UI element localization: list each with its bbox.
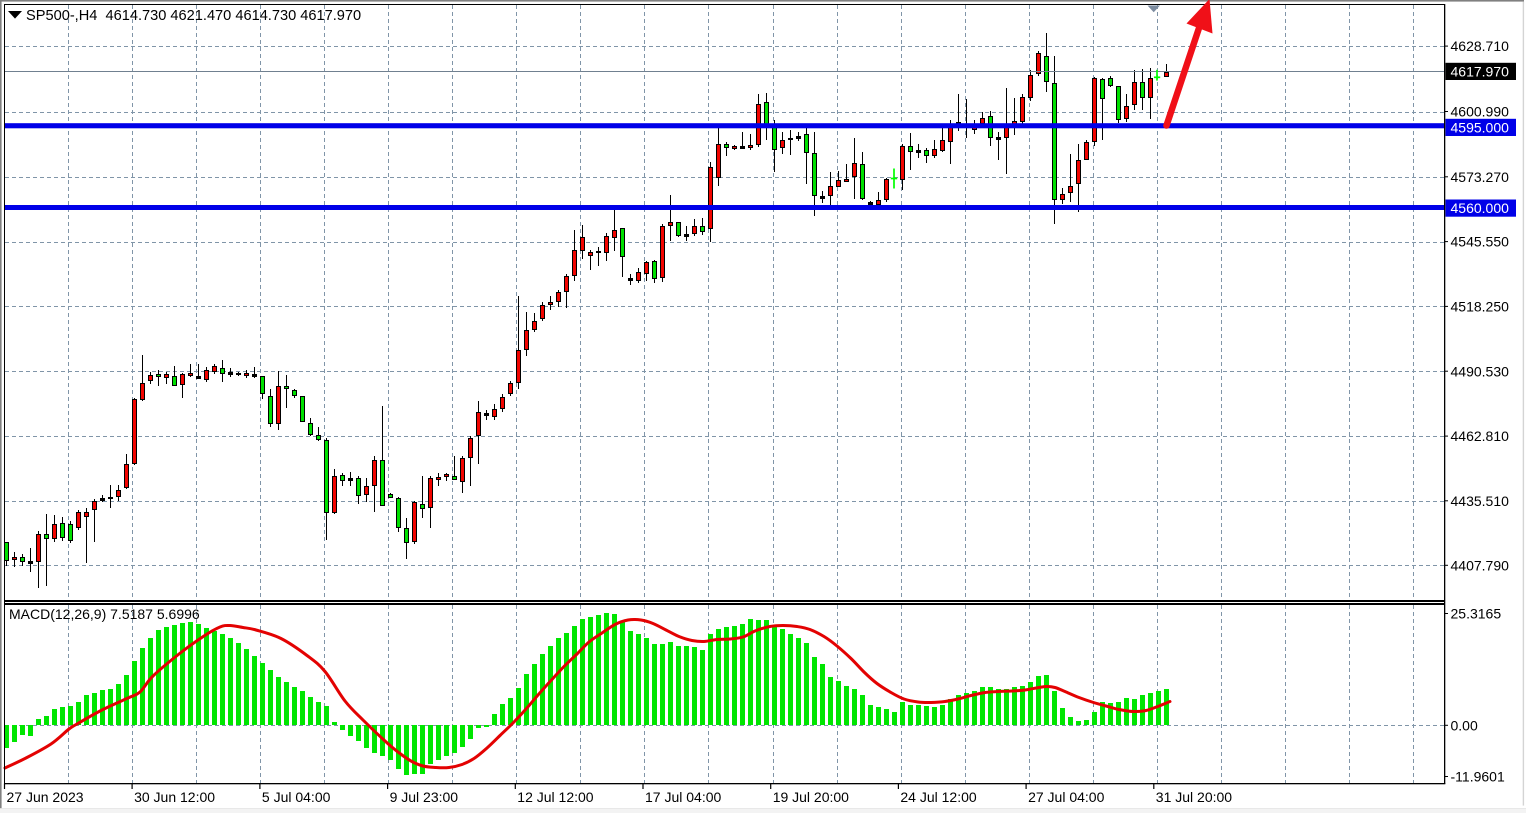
svg-text:19 Jul 20:00: 19 Jul 20:00 xyxy=(773,789,849,805)
svg-text:31 Jul 20:00: 31 Jul 20:00 xyxy=(1156,789,1232,805)
svg-text:4617.970: 4617.970 xyxy=(1451,63,1510,79)
svg-text:25.3165: 25.3165 xyxy=(1451,606,1502,622)
svg-text:4518.250: 4518.250 xyxy=(1451,299,1510,315)
svg-text:MACD(12,26,9) 7.5187 5.6996: MACD(12,26,9) 7.5187 5.6996 xyxy=(9,606,200,622)
svg-text:4600.990: 4600.990 xyxy=(1451,104,1510,120)
svg-text:4435.510: 4435.510 xyxy=(1451,493,1510,509)
svg-text:12 Jul 12:00: 12 Jul 12:00 xyxy=(517,789,593,805)
svg-text:27 Jun 2023: 27 Jun 2023 xyxy=(7,789,84,805)
svg-text:4545.550: 4545.550 xyxy=(1451,234,1510,250)
svg-text:4628.710: 4628.710 xyxy=(1451,38,1510,54)
svg-text:SP500-,H4 4614.730 4621.470 4: SP500-,H4 4614.730 4621.470 4614.730 461… xyxy=(26,8,361,24)
svg-text:4407.790: 4407.790 xyxy=(1451,557,1510,573)
svg-text:30 Jun 12:00: 30 Jun 12:00 xyxy=(134,789,215,805)
svg-text:24 Jul 12:00: 24 Jul 12:00 xyxy=(900,789,976,805)
svg-text:4462.810: 4462.810 xyxy=(1451,428,1510,444)
svg-text:9 Jul 23:00: 9 Jul 23:00 xyxy=(390,789,459,805)
svg-text:4490.530: 4490.530 xyxy=(1451,363,1510,379)
svg-text:4573.270: 4573.270 xyxy=(1451,169,1510,185)
svg-text:-11.9601: -11.9601 xyxy=(1451,769,1505,785)
svg-text:4595.000: 4595.000 xyxy=(1451,119,1510,135)
svg-text:5 Jul 04:00: 5 Jul 04:00 xyxy=(262,789,331,805)
svg-text:17 Jul 04:00: 17 Jul 04:00 xyxy=(645,789,721,805)
svg-text:4560.000: 4560.000 xyxy=(1451,200,1510,216)
svg-text:27 Jul 04:00: 27 Jul 04:00 xyxy=(1028,789,1104,805)
svg-text:0.00: 0.00 xyxy=(1451,717,1478,733)
